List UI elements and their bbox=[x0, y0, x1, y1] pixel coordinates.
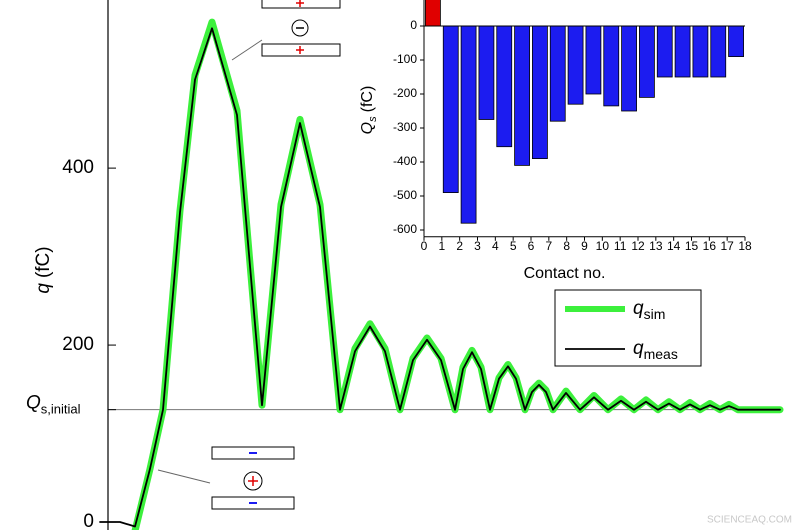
bar bbox=[692, 25, 709, 78]
bar bbox=[710, 25, 727, 78]
bar bbox=[442, 25, 459, 194]
pointer-line bbox=[231, 39, 263, 61]
x-tick-label: 6 bbox=[528, 239, 535, 253]
text-part: q bbox=[633, 298, 644, 319]
bar bbox=[532, 25, 548, 160]
y-tick-label: -600 bbox=[393, 222, 417, 236]
bar bbox=[656, 25, 673, 78]
y-tick-label: 200 bbox=[62, 334, 94, 355]
text-part: Q bbox=[359, 122, 376, 134]
pointer-line bbox=[157, 469, 211, 484]
x-tick-label: 10 bbox=[596, 239, 610, 253]
legend-box bbox=[554, 289, 702, 367]
x-tick-label: 14 bbox=[667, 239, 681, 253]
text-part: q bbox=[33, 283, 54, 294]
legend-label: qsim bbox=[633, 298, 665, 322]
x-tick-label: 9 bbox=[581, 239, 588, 253]
bar bbox=[425, 0, 441, 27]
watermark: SCIENCEAQ.COM bbox=[707, 515, 792, 526]
y-tick-label: 400 bbox=[62, 157, 94, 178]
y-tick-label: -100 bbox=[393, 52, 417, 66]
y-tick-label: 0 bbox=[83, 511, 94, 530]
text-part: sim bbox=[644, 306, 666, 322]
text-part: (fC) bbox=[359, 86, 376, 113]
legend-label: qmeas bbox=[633, 338, 678, 362]
bar bbox=[603, 25, 620, 107]
x-tick-label: 8 bbox=[563, 239, 570, 253]
bar bbox=[621, 25, 637, 112]
bar bbox=[496, 25, 513, 148]
plate bbox=[261, 0, 341, 9]
text-part: Q bbox=[26, 393, 41, 414]
text-part: (fC) bbox=[33, 246, 54, 278]
bar bbox=[567, 25, 584, 105]
bar bbox=[549, 25, 566, 122]
x-tick-label: 5 bbox=[510, 239, 517, 253]
bar bbox=[639, 25, 655, 98]
bar bbox=[460, 25, 477, 224]
x-tick-label: 1 bbox=[438, 239, 445, 253]
x-tick-label: 12 bbox=[631, 239, 645, 253]
x-axis-label: Contact no. bbox=[524, 265, 606, 282]
x-tick-label: 2 bbox=[456, 239, 463, 253]
y-axis-label: Qs (fC) bbox=[359, 86, 379, 135]
x-tick-label: 15 bbox=[685, 239, 699, 253]
x-tick-label: 16 bbox=[703, 239, 717, 253]
plate-diagram-top bbox=[231, 0, 341, 61]
text-part: s bbox=[367, 116, 379, 122]
plate-diagram-bottom bbox=[157, 446, 295, 510]
y-tick-label: -200 bbox=[393, 86, 417, 100]
x-tick-label: 3 bbox=[474, 239, 481, 253]
x-tick-label: 11 bbox=[614, 239, 627, 253]
y-tick-label: -300 bbox=[393, 120, 417, 134]
bar bbox=[514, 25, 530, 166]
reference-label: Qs,initial bbox=[26, 393, 81, 417]
text-part: s,initial bbox=[41, 402, 81, 417]
x-tick-label: 13 bbox=[649, 239, 663, 253]
bar bbox=[674, 25, 691, 78]
text-part: q bbox=[633, 338, 644, 359]
inset-background bbox=[424, 0, 745, 237]
y-tick-label: 0 bbox=[410, 18, 417, 32]
bar bbox=[728, 25, 744, 58]
text-part: meas bbox=[644, 346, 678, 362]
y-tick-label: -500 bbox=[393, 188, 417, 202]
x-tick-label: 17 bbox=[720, 239, 734, 253]
data-line bbox=[99, 27, 781, 528]
x-tick-label: 18 bbox=[738, 239, 752, 253]
x-tick-label: 4 bbox=[492, 239, 499, 253]
bar bbox=[478, 25, 495, 120]
x-tick-label: 0 bbox=[421, 239, 428, 253]
bar bbox=[585, 25, 602, 95]
y-axis-label: q (fC) bbox=[33, 246, 54, 293]
x-tick-label: 7 bbox=[545, 239, 552, 253]
y-tick-label: -400 bbox=[393, 154, 417, 168]
